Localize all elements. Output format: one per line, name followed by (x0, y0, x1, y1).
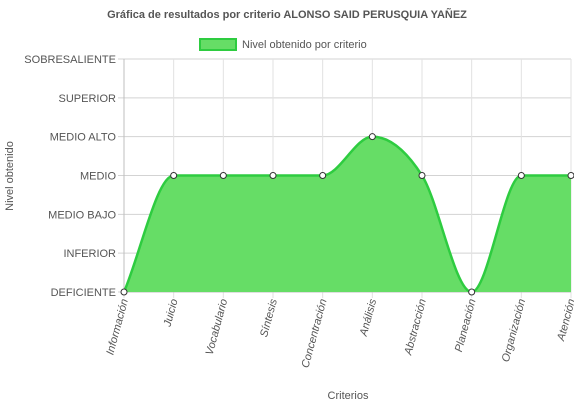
data-point (170, 172, 178, 179)
x-tick-label: Atención (555, 298, 574, 343)
y-axis-label: Nivel obtenido (4, 141, 16, 211)
data-point (269, 172, 277, 179)
data-point (219, 172, 227, 179)
y-tick-label: MEDIO BAJO (48, 209, 116, 221)
x-axis-label: Criterios (328, 390, 369, 402)
data-point (418, 172, 426, 179)
y-tick-label: SOBRESALIENTE (24, 54, 116, 66)
data-point (319, 172, 327, 179)
y-axis-ticks: DEFICIENTE INFERIOR MEDIO BAJO MEDIO MEDIO A… (24, 54, 116, 299)
data-points (120, 133, 574, 296)
x-axis-ticks: Información Juicio Vocabulario Síntesis Conc… (104, 297, 574, 369)
data-point (468, 288, 476, 296)
x-tick-label: Abstracción (402, 298, 429, 358)
area-series (122, 135, 571, 294)
legend-label: Nivel obtenido por criterio (242, 39, 367, 51)
y-tick-label: MEDIO ALTO (50, 132, 117, 144)
y-tick-label: SUPERIOR (59, 93, 117, 105)
y-tick-label: INFERIOR (63, 248, 116, 260)
x-tick-label: Organización (500, 298, 528, 364)
series-line (122, 135, 571, 294)
x-tick-label: Vocabulario (204, 298, 231, 357)
x-tick-label: Análisis (358, 297, 380, 338)
y-tick-label: DEFICIENTE (51, 287, 116, 299)
y-tick-label: MEDIO (80, 171, 117, 183)
data-point (517, 172, 525, 179)
legend-swatch (199, 38, 237, 51)
legend[interactable]: Nivel obtenido por criterio (199, 38, 367, 51)
x-tick-label: Concentración (300, 298, 330, 370)
chart-title: Gráfica de resultados por criterio ALONS… (107, 8, 467, 21)
x-tick-label: Síntesis (258, 297, 280, 338)
data-point (368, 133, 376, 141)
data-point (567, 172, 574, 179)
x-tick-label: Información (104, 298, 130, 357)
area-fill (124, 136, 571, 292)
x-tick-label: Planeación (453, 298, 479, 354)
x-tick-label: Juicio (161, 298, 180, 329)
data-point (120, 288, 128, 296)
